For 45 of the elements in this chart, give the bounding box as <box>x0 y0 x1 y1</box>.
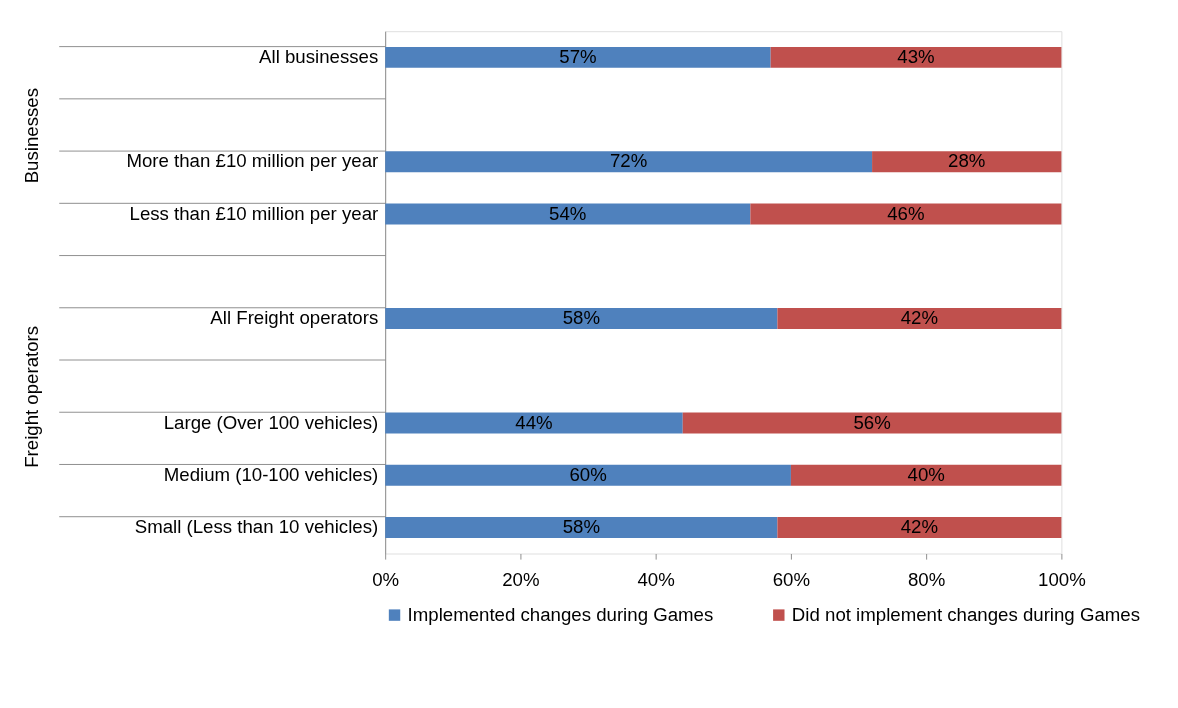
x-tick-label: 0% <box>372 568 400 590</box>
x-tick-label: 80% <box>907 568 946 590</box>
text: Freight operators <box>21 325 43 468</box>
data-label: 43% <box>897 45 935 67</box>
text: Businesses <box>21 88 43 184</box>
x-tick-label: 40% <box>637 568 675 590</box>
data-label: 60% <box>569 463 607 485</box>
bar <box>385 412 683 434</box>
data-label: 58% <box>562 307 600 329</box>
bar <box>777 308 1062 329</box>
bar <box>872 151 1062 173</box>
data-label: 40% <box>907 463 945 485</box>
y-tick-label: Less than £10 million per year <box>129 202 379 224</box>
y-tick-label: Large (Over 100 vehicles) <box>163 411 379 433</box>
bar <box>385 516 778 538</box>
data-label: 56% <box>853 411 891 433</box>
y-tick-label: All businesses <box>259 45 379 67</box>
bar <box>790 464 1062 486</box>
bar <box>385 46 771 68</box>
y-tick-label: Medium (10-100 vehicles) <box>163 463 379 485</box>
bar <box>385 151 873 173</box>
y-tick-label: Small (Less than 10 vehicles) <box>134 516 379 538</box>
data-label: 44% <box>515 411 553 433</box>
legend-label: Implemented changes during Games <box>407 603 714 625</box>
bar <box>750 203 1062 225</box>
x-tick-label: 100% <box>1038 568 1086 590</box>
data-label: 42% <box>900 307 939 329</box>
x-tick-label: 20% <box>502 568 540 590</box>
bar <box>777 516 1062 538</box>
y-tick-label: All Freight operators <box>210 307 379 329</box>
bar <box>770 46 1062 68</box>
y-tick-label: More than £10 million per year <box>126 150 379 172</box>
data-label: 72% <box>609 150 648 172</box>
data-label: 58% <box>562 516 600 538</box>
bar <box>385 203 751 225</box>
legend-label: Did not implement changes during Games <box>791 603 1140 625</box>
bar <box>682 412 1062 434</box>
bar <box>385 308 778 329</box>
data-label: 46% <box>887 202 925 224</box>
x-tick-label: 60% <box>772 568 811 590</box>
data-label: 28% <box>948 150 986 172</box>
data-label: 54% <box>549 202 587 224</box>
data-label: 57% <box>559 45 597 67</box>
bar <box>385 464 791 486</box>
data-label: 42% <box>900 516 939 538</box>
